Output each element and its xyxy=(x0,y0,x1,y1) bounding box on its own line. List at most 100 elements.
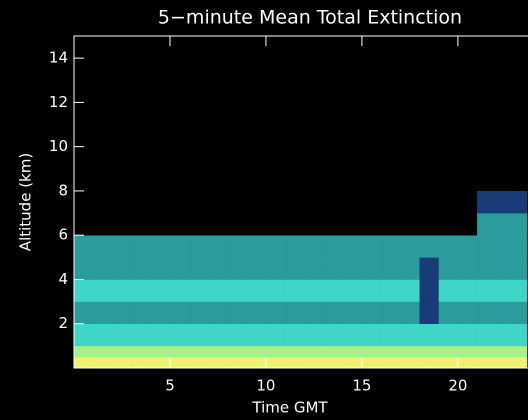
heatmap-cell xyxy=(457,235,478,258)
heatmap-cell xyxy=(169,190,190,214)
heatmap-cell xyxy=(381,279,401,302)
heatmap-cell xyxy=(189,279,209,302)
heatmap-cell xyxy=(169,356,190,369)
y-tick-label: 12 xyxy=(49,93,68,111)
heatmap-cell xyxy=(400,213,420,236)
heatmap-cell xyxy=(246,356,267,369)
heatmap-cell xyxy=(477,190,497,214)
heatmap-cell xyxy=(112,213,132,236)
heatmap-cell xyxy=(227,235,248,258)
heatmap-cell xyxy=(246,190,267,214)
heatmap-cell xyxy=(477,235,497,258)
heatmap-cell xyxy=(246,279,267,302)
heatmap-cell xyxy=(74,301,94,325)
heatmap-cell xyxy=(131,345,152,358)
heatmap-cell xyxy=(112,345,132,358)
heatmap-cell xyxy=(285,345,305,358)
heatmap-cell xyxy=(285,190,305,214)
heatmap-cell xyxy=(515,279,528,302)
heatmap-cell xyxy=(342,235,363,258)
heatmap-cell xyxy=(169,235,190,258)
heatmap-cell xyxy=(150,235,171,258)
heatmap-cell xyxy=(419,279,440,302)
heatmap-cell xyxy=(112,301,132,325)
heatmap-cell xyxy=(74,323,94,347)
heatmap-cell xyxy=(381,301,401,325)
heatmap-cell xyxy=(189,235,209,258)
heatmap-cell xyxy=(74,257,94,280)
heatmap-cell xyxy=(74,235,94,258)
heatmap-cell xyxy=(515,301,528,325)
heatmap-cell xyxy=(342,323,363,347)
heatmap xyxy=(74,190,528,369)
heatmap-cell xyxy=(438,213,459,236)
heatmap-cell xyxy=(285,213,305,236)
heatmap-cell xyxy=(400,190,420,214)
heatmap-cell xyxy=(496,279,516,302)
heatmap-cell xyxy=(304,190,324,214)
heatmap-cell xyxy=(93,356,113,369)
heatmap-cell xyxy=(169,213,190,236)
heatmap-cell xyxy=(515,257,528,280)
heatmap-cell xyxy=(515,190,528,214)
heatmap-cell xyxy=(342,190,363,214)
heatmap-cell xyxy=(150,345,171,358)
heatmap-cell xyxy=(419,235,440,258)
heatmap-cell xyxy=(515,213,528,236)
heatmap-cell xyxy=(169,257,190,280)
heatmap-cell xyxy=(189,190,209,214)
heatmap-cell xyxy=(246,323,267,347)
heatmap-cell xyxy=(457,257,478,280)
heatmap-cell xyxy=(381,356,401,369)
heatmap-cell xyxy=(515,323,528,347)
heatmap-cell xyxy=(361,257,382,280)
heatmap-cell xyxy=(265,235,286,258)
heatmap-cell xyxy=(131,356,152,369)
heatmap-cell xyxy=(285,301,305,325)
heatmap-cell xyxy=(477,279,497,302)
heatmap-cell xyxy=(323,323,344,347)
heatmap-cell xyxy=(131,279,152,302)
heatmap-cell xyxy=(246,213,267,236)
heatmap-cell xyxy=(285,257,305,280)
heatmap-cell xyxy=(285,356,305,369)
heatmap-cell xyxy=(189,323,209,347)
heatmap-cell xyxy=(246,235,267,258)
heatmap-cell xyxy=(227,257,248,280)
heatmap-cell xyxy=(496,190,516,214)
heatmap-cell xyxy=(438,301,459,325)
heatmap-cell xyxy=(323,257,344,280)
heatmap-cell xyxy=(438,345,459,358)
y-tick-label: 14 xyxy=(49,49,68,67)
heatmap-cell xyxy=(169,323,190,347)
y-tick-label: 4 xyxy=(58,270,68,288)
heatmap-cell xyxy=(304,301,324,325)
heatmap-cell xyxy=(457,213,478,236)
heatmap-cell xyxy=(323,279,344,302)
heatmap-cell xyxy=(265,323,286,347)
heatmap-cell xyxy=(477,356,497,369)
heatmap-cell xyxy=(74,279,94,302)
heatmap-cell xyxy=(93,323,113,347)
heatmap-cell xyxy=(304,279,324,302)
heatmap-cell xyxy=(419,190,440,214)
heatmap-cell xyxy=(381,213,401,236)
heatmap-cell xyxy=(227,279,248,302)
heatmap-cell xyxy=(400,279,420,302)
heatmap-cell xyxy=(381,345,401,358)
heatmap-cell xyxy=(419,257,440,280)
heatmap-cell xyxy=(304,213,324,236)
heatmap-cell xyxy=(112,190,132,214)
heatmap-cell xyxy=(208,257,228,280)
x-axis-label: Time GMT xyxy=(251,399,328,417)
heatmap-cell xyxy=(438,323,459,347)
heatmap-cell xyxy=(208,345,228,358)
heatmap-cell xyxy=(93,301,113,325)
heatmap-cell xyxy=(438,190,459,214)
heatmap-cell xyxy=(93,279,113,302)
heatmap-cell xyxy=(131,301,152,325)
heatmap-cell xyxy=(189,345,209,358)
heatmap-cell xyxy=(323,356,344,369)
